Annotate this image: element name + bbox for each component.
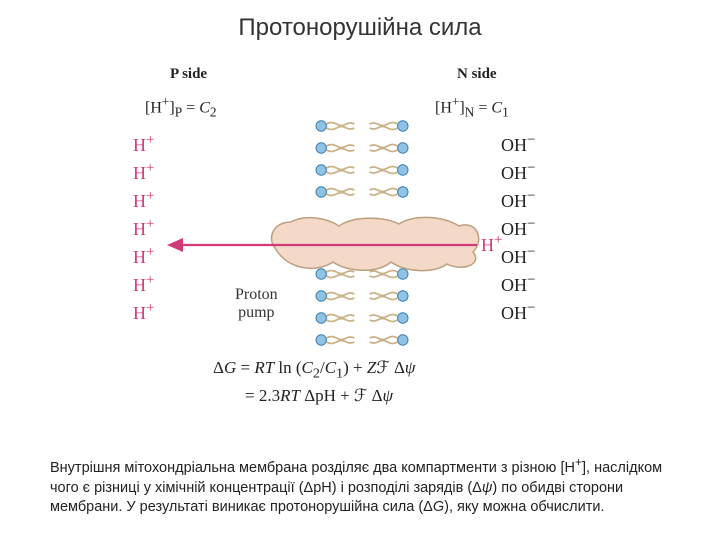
oh-ion: OH− [501, 216, 535, 240]
oh-ion: OH− [501, 272, 535, 296]
n-side-label: N side [457, 66, 497, 83]
oh-ion: OH− [501, 132, 535, 156]
page-title: Протонорушійна сила [0, 0, 720, 42]
p-concentration: [H+]P = C2 [145, 94, 217, 121]
hplus-ion: H+ [133, 216, 154, 240]
p-side-label: P side [170, 66, 207, 83]
oh-ion: OH− [501, 300, 535, 324]
hplus-ion: H+ [133, 244, 154, 268]
hplus-ion: H+ [133, 300, 154, 324]
pump-label: Protonpump [235, 286, 278, 321]
equation-line-1: ΔG = RT ln (C2/C1) + Zℱ Δψ [213, 358, 415, 382]
oh-ion: OH− [501, 160, 535, 184]
hplus-ion: H+ [133, 132, 154, 156]
hplus-ion: H+ [133, 188, 154, 212]
equation-line-2: = 2.3RT ΔpH + ℱ Δψ [245, 386, 393, 406]
oh-ion: OH− [501, 244, 535, 268]
proton-arrow [167, 236, 477, 254]
diagram-area: P side N side [H+]P = C2 [H+]N = C1 H+H+… [105, 58, 615, 410]
hplus-column: H+ H+ H+ H+ H+ H+ H+ [133, 132, 154, 324]
oh-column: OH− OH− OH− OH− OH− OH− OH− [501, 132, 535, 324]
hplus-ion: H+ [133, 160, 154, 184]
oh-ion: OH− [501, 188, 535, 212]
arrow-hplus-label: H+ [481, 232, 502, 256]
n-concentration: [H+]N = C1 [435, 94, 509, 121]
hplus-ion: H+ [133, 272, 154, 296]
caption-text: Внутрішня мітохондріальна мембрана розді… [50, 454, 670, 518]
